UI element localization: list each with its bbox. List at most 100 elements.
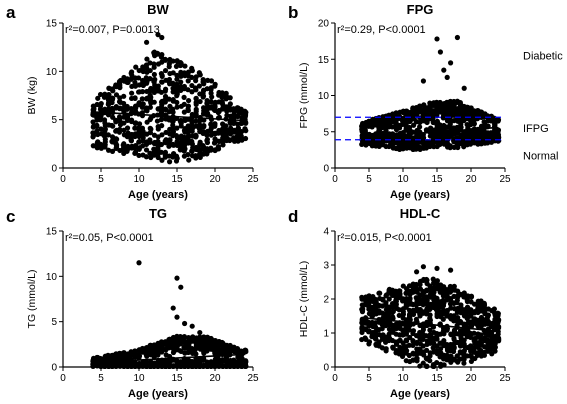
data-point [235, 113, 241, 120]
x-tick-label: 10 [397, 174, 409, 185]
data-point [136, 100, 142, 107]
y-axis-title: HDL-C (mmol/L) [298, 261, 310, 337]
data-point [417, 124, 423, 130]
data-point [193, 118, 199, 124]
data-point [420, 360, 426, 366]
data-point [109, 148, 116, 154]
data-point-outlier [461, 85, 467, 91]
data-point [159, 132, 165, 138]
y-tick-label: 5 [51, 115, 57, 126]
data-point [132, 125, 138, 131]
x-tick-label: 15 [171, 174, 183, 185]
data-point [406, 352, 412, 359]
data-point [434, 278, 441, 284]
data-point [407, 296, 413, 302]
data-point [461, 341, 467, 347]
data-point [437, 141, 443, 148]
data-point [162, 154, 168, 160]
y-tick-label: 15 [46, 19, 58, 30]
data-point [117, 95, 123, 101]
data-point [204, 132, 210, 138]
data-point [471, 121, 477, 127]
data-point-outlier [144, 39, 150, 45]
data-point [162, 56, 168, 62]
data-point [481, 352, 488, 358]
data-point [132, 95, 138, 101]
data-point [147, 347, 153, 354]
data-point [139, 125, 146, 131]
data-point [399, 347, 406, 353]
data-point [212, 81, 218, 87]
data-point [414, 355, 420, 361]
data-point [98, 142, 104, 149]
data-point [166, 159, 173, 165]
data-point [113, 92, 120, 98]
y-axis-title: BW (kg) [26, 77, 38, 115]
data-point-outlier [420, 264, 426, 270]
data-point [212, 363, 218, 369]
y-axis-title: TG (mmol/L) [26, 270, 38, 329]
data-point [461, 360, 467, 366]
data-point [167, 137, 173, 143]
data-point [481, 300, 487, 307]
panel-b: b FPG r²=0.29, P<0.0001 0 5 10 15 20 25 0 5 10 15 20 A… [288, 2, 563, 201]
data-point [189, 120, 195, 126]
data-point [495, 329, 501, 335]
x-axis-title: Age (years) [128, 189, 188, 201]
data-point [181, 94, 187, 100]
data-point [413, 288, 420, 294]
data-point [219, 101, 226, 107]
data-point [140, 135, 146, 141]
data-point [227, 101, 233, 107]
data-point [174, 99, 180, 106]
data-point [406, 118, 412, 124]
data-point [243, 358, 249, 364]
y-tick-label: 10 [46, 67, 58, 78]
data-point [185, 135, 191, 141]
data-point [144, 80, 150, 86]
data-point [128, 76, 134, 82]
data-point [132, 360, 138, 366]
data-point [193, 108, 199, 114]
data-point [185, 97, 192, 104]
data-point [215, 130, 221, 136]
data-point [489, 330, 495, 336]
data-point [430, 119, 436, 126]
data-point [208, 145, 214, 151]
zone-label-normal: Normal [523, 151, 558, 163]
data-point [185, 87, 191, 93]
data-point [174, 125, 180, 131]
data-point [143, 147, 150, 153]
data-point [457, 356, 463, 362]
data-point [124, 125, 131, 131]
regression-line [93, 111, 246, 122]
stat-annotation: r²=0.015, P<0.0001 [337, 232, 432, 244]
data-point [413, 316, 419, 322]
data-point [185, 129, 191, 135]
data-point [396, 307, 402, 313]
panel-title: TG [149, 206, 167, 221]
data-point-outlier [448, 60, 454, 66]
data-point [223, 96, 229, 102]
y-tick-label: 2 [323, 295, 329, 306]
data-point-outlier [454, 34, 460, 41]
panel-title: FPG [407, 2, 434, 17]
data-point [478, 332, 484, 338]
data-point [125, 145, 131, 151]
data-point [382, 334, 389, 340]
data-point [132, 149, 139, 155]
data-point [212, 122, 218, 128]
data-point-outlier [159, 34, 165, 41]
data-point [121, 120, 127, 126]
x-tick-label: 25 [247, 373, 259, 384]
data-point [139, 81, 145, 87]
data-point [220, 142, 226, 148]
data-point [380, 296, 386, 302]
data-point [417, 363, 423, 369]
data-point [185, 151, 191, 158]
data-point [101, 363, 107, 369]
regression-line [93, 353, 246, 364]
data-point [102, 120, 108, 126]
data-point [129, 69, 135, 75]
data-point [242, 348, 248, 354]
